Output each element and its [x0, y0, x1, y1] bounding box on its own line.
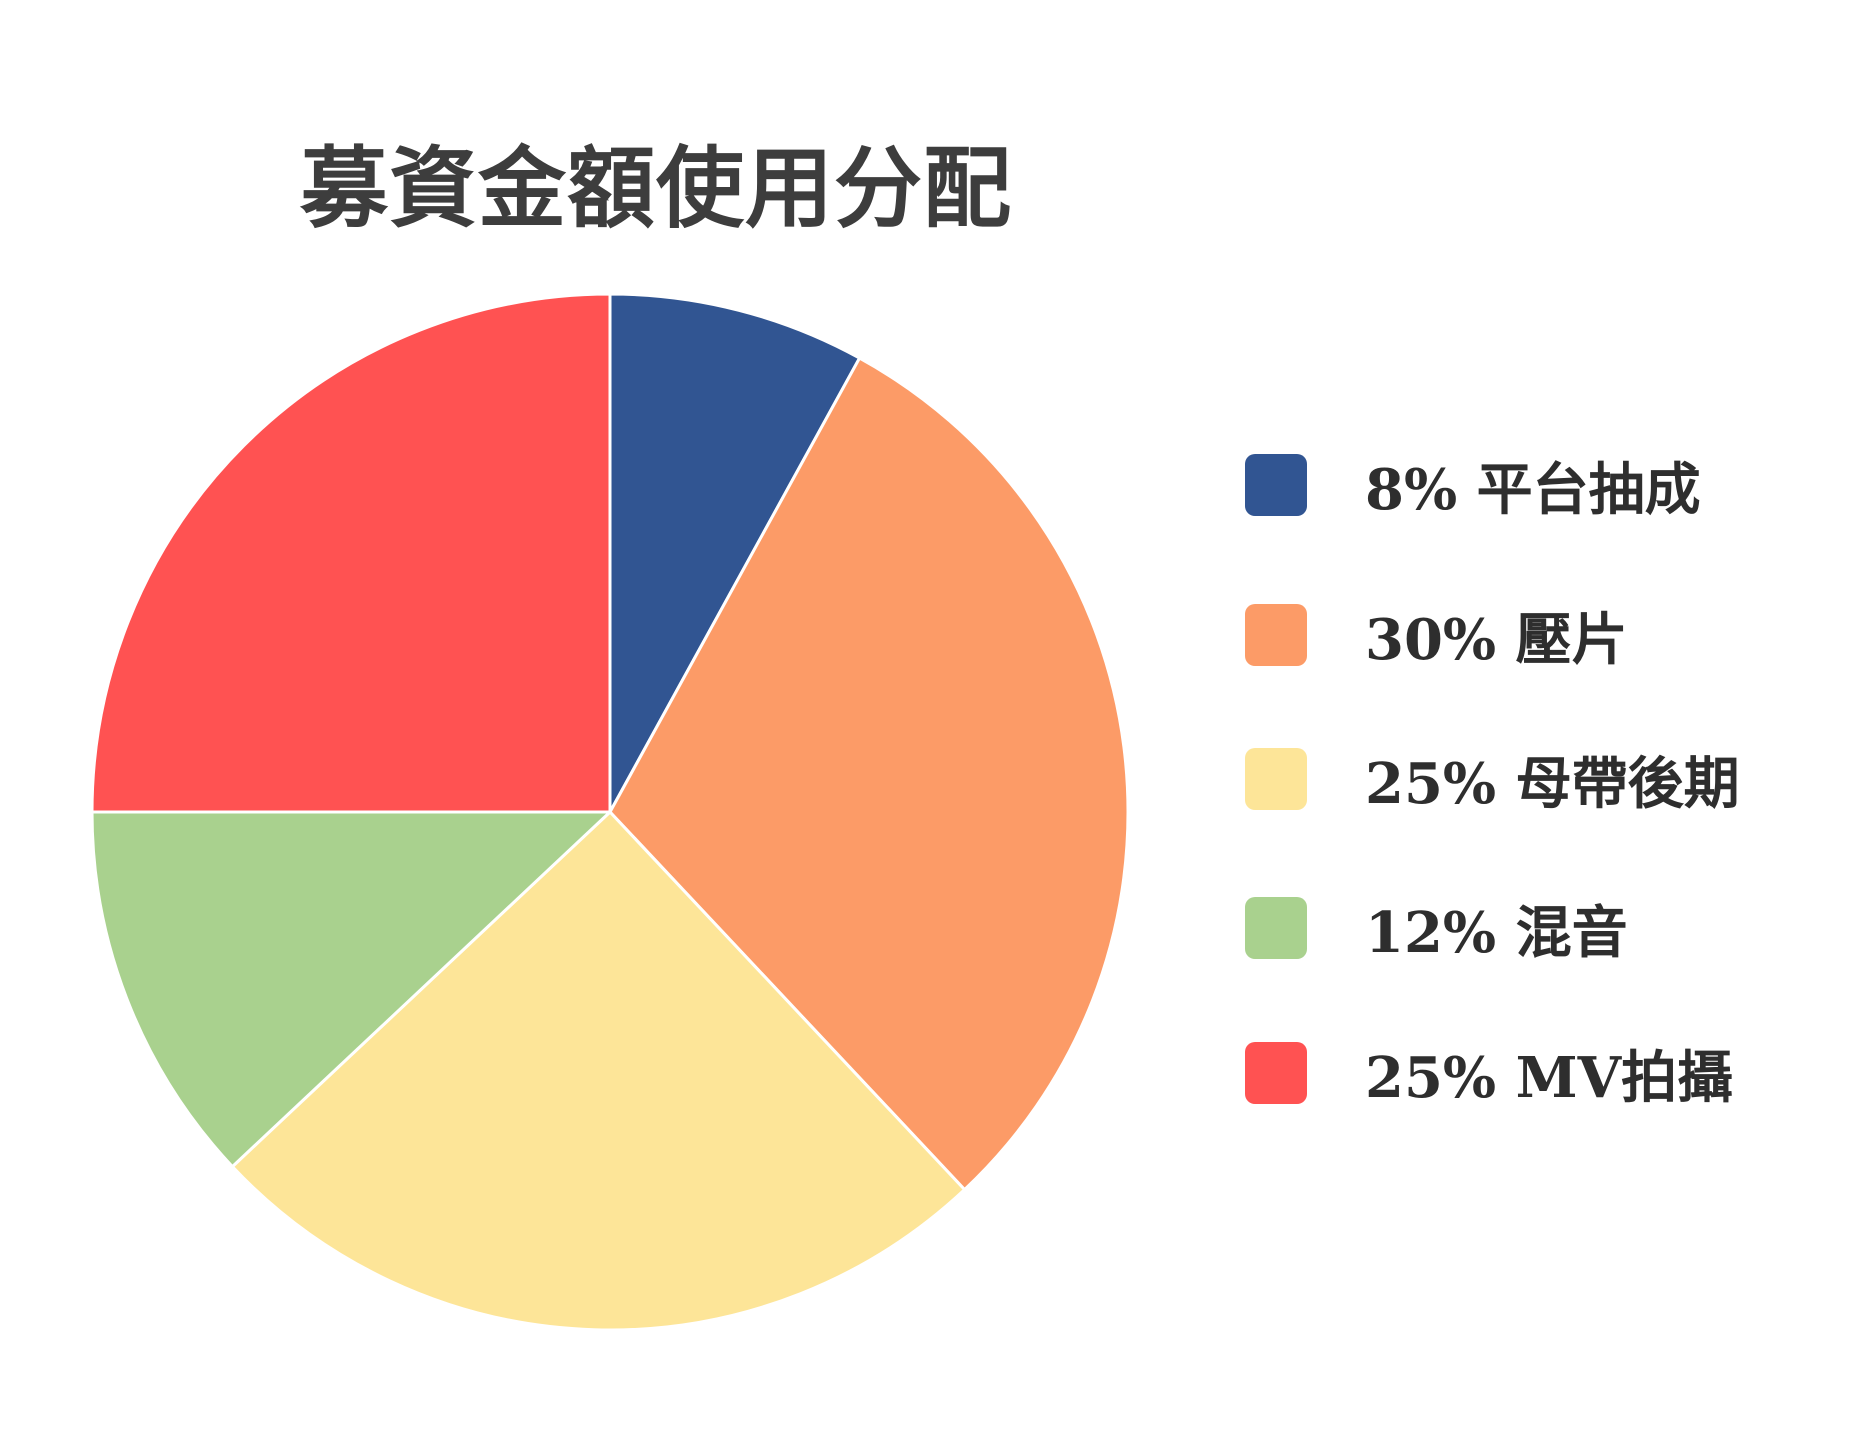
legend-swatch-platform-fee [1245, 454, 1307, 516]
legend-item-mixing: 12% 混音 [1245, 893, 1628, 966]
pie-slice-mixing [90, 810, 612, 1169]
legend-item-mv-shoot: 25% MV拍攝 [1245, 1038, 1733, 1111]
pie-slice-mastering [230, 810, 967, 1332]
legend-label-pressing: 30% 壓片 [1365, 606, 1628, 673]
pie-slice-platform-fee [608, 292, 862, 814]
pie-slice-pressing [608, 356, 1130, 1192]
legend-swatch-mastering [1245, 748, 1307, 810]
legend-item-pressing: 30% 壓片 [1245, 600, 1628, 673]
legend-swatch-pressing [1245, 604, 1307, 666]
legend-label-mastering: 25% 母帶後期 [1365, 750, 1740, 817]
legend-item-platform-fee: 8% 平台抽成 [1245, 450, 1701, 523]
legend-label-mv-shoot: 25% MV拍攝 [1365, 1044, 1734, 1111]
pie-slice-mv-shoot [90, 292, 612, 814]
chart-title: 募資金額使用分配 [300, 136, 1013, 240]
legend-label-mixing: 12% 混音 [1365, 899, 1628, 966]
legend-item-mastering: 25% 母帶後期 [1245, 744, 1740, 817]
pie-slices [90, 292, 1130, 1332]
legend-label-platform-fee: 8% 平台抽成 [1365, 456, 1701, 523]
legend-swatch-mixing [1245, 897, 1307, 959]
legend-swatch-mv-shoot [1245, 1042, 1307, 1104]
